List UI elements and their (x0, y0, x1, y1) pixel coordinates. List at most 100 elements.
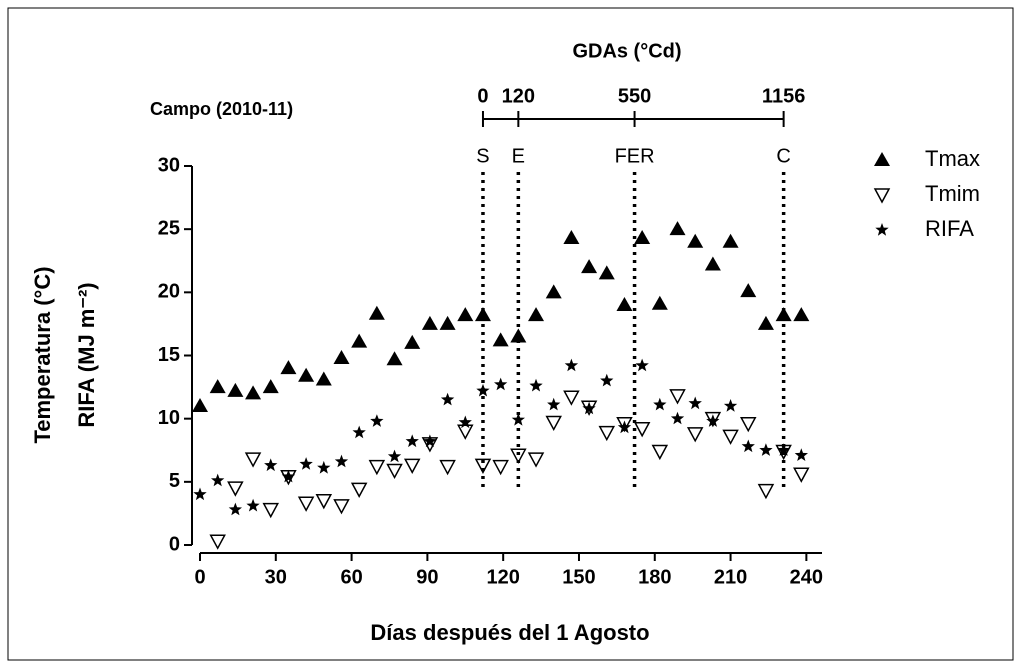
marker (368, 459, 386, 476)
marker (458, 415, 472, 429)
legend-label: Tmim (925, 181, 980, 206)
marker (598, 265, 615, 280)
marker (245, 385, 262, 400)
x-tick-label: 60 (340, 566, 362, 588)
x-tick-label: 120 (486, 566, 519, 588)
y-tick-label: 25 (158, 217, 180, 239)
marker (686, 427, 704, 443)
marker (474, 458, 492, 474)
marker (281, 469, 296, 483)
marker (492, 332, 509, 347)
marker (600, 373, 614, 387)
y-tick-label: 30 (158, 154, 180, 176)
x-tick-label: 30 (265, 566, 287, 588)
marker (439, 315, 456, 330)
gda-title: GDAs (°Cd) (572, 40, 681, 62)
marker (297, 496, 315, 512)
marker (527, 452, 545, 468)
marker (688, 396, 702, 410)
marker (563, 390, 580, 406)
marker (352, 425, 366, 439)
marker (333, 350, 350, 365)
marker (757, 483, 775, 500)
gda-tick-label: 120 (502, 85, 535, 107)
marker (404, 334, 421, 349)
marker (227, 481, 244, 497)
marker (244, 452, 262, 468)
marker (246, 498, 260, 512)
marker (545, 415, 562, 432)
stage-label: S (476, 145, 489, 167)
marker (474, 307, 491, 322)
y-tick-label: 10 (158, 407, 180, 429)
y-tick-label: 5 (169, 470, 180, 492)
marker (315, 494, 333, 510)
marker (511, 412, 525, 426)
marker (653, 397, 667, 411)
marker (616, 416, 633, 433)
y-tick-label: 20 (158, 281, 180, 303)
stage-label: FER (615, 145, 655, 167)
marker (262, 379, 279, 394)
marker (476, 383, 490, 397)
marker (264, 458, 278, 472)
marker (777, 443, 791, 456)
legend-label: RIFA (925, 216, 974, 241)
marker (757, 315, 774, 330)
gda-tick-label: 550 (618, 85, 651, 107)
marker (209, 534, 226, 550)
marker (741, 439, 755, 453)
marker (723, 399, 738, 412)
x-tick-label: 210 (714, 566, 747, 588)
marker (386, 351, 403, 366)
marker (616, 296, 633, 311)
marker (564, 358, 579, 372)
marker (457, 307, 474, 322)
marker (333, 499, 350, 515)
marker (439, 459, 456, 476)
marker (651, 444, 669, 461)
x-tick-label: 150 (562, 566, 595, 588)
marker (405, 434, 419, 448)
marker (794, 448, 808, 461)
marker (775, 307, 792, 322)
marker (704, 256, 721, 271)
stage-label: E (512, 145, 525, 167)
x-tick-label: 90 (416, 566, 438, 588)
marker (350, 482, 368, 498)
marker (651, 295, 668, 310)
marker (793, 467, 810, 483)
marker (421, 315, 438, 330)
marker (759, 443, 773, 456)
marker (193, 487, 207, 501)
marker (298, 367, 315, 382)
marker (368, 305, 385, 320)
marker (387, 449, 402, 463)
x-axis-label: Días después del 1 Agosto (370, 620, 649, 645)
marker (722, 429, 739, 445)
marker (598, 425, 616, 442)
legend-marker (875, 223, 889, 236)
marker (582, 401, 596, 415)
frame (7, 7, 1014, 661)
marker (510, 448, 527, 464)
marker (669, 221, 686, 236)
gda-tick-label: 0 (477, 85, 488, 107)
y-axis-label: RIFA (MJ m⁻²) (74, 282, 99, 427)
marker (510, 328, 527, 343)
marker (494, 377, 508, 391)
subtitle: Campo (2010-11) (150, 99, 293, 119)
marker (192, 398, 208, 413)
marker (228, 502, 242, 516)
x-tick-label: 240 (790, 566, 823, 588)
marker (211, 473, 225, 487)
marker (634, 230, 651, 245)
marker (635, 358, 649, 372)
x-tick-label: 180 (638, 566, 671, 588)
marker (547, 397, 561, 411)
marker (315, 371, 332, 386)
marker (670, 411, 685, 425)
legend-marker (874, 152, 890, 166)
